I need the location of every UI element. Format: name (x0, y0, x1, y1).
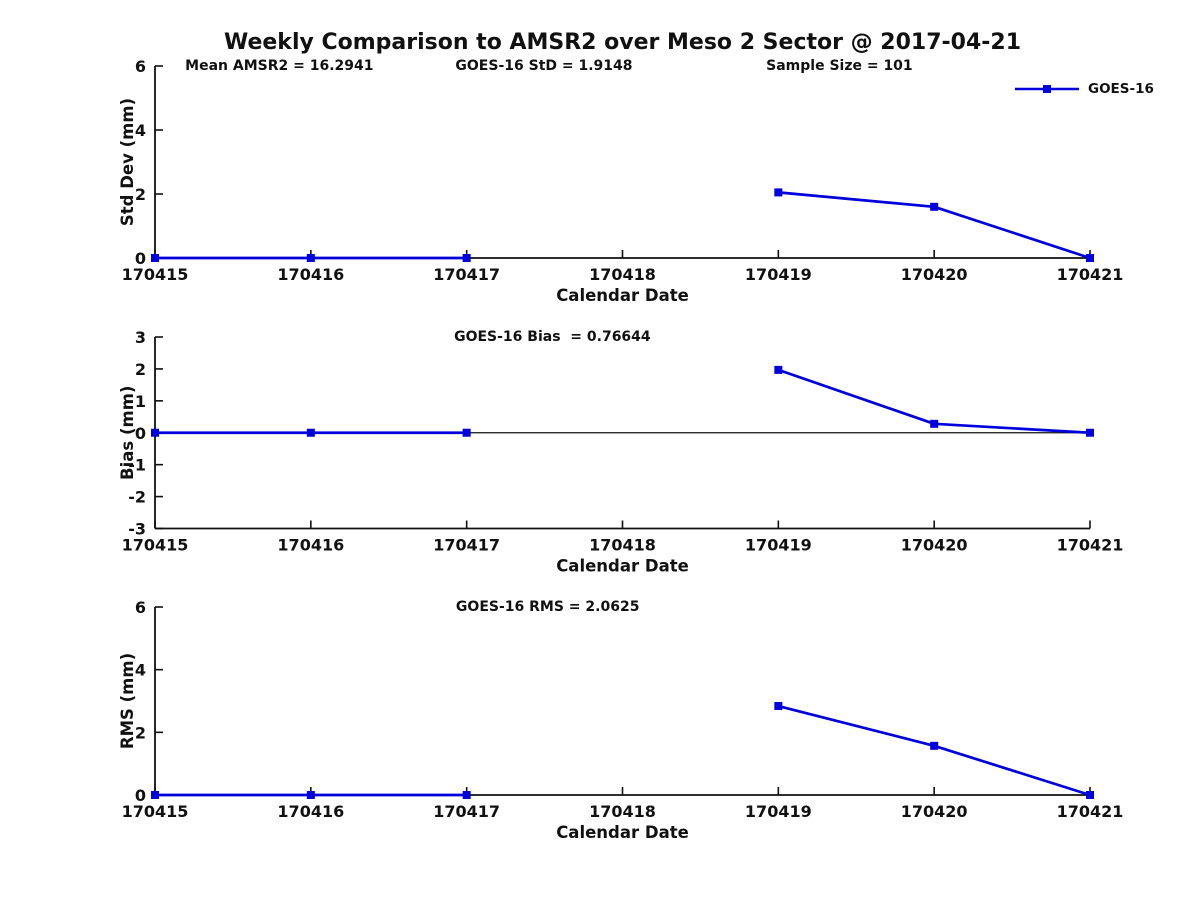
data-marker (930, 419, 939, 428)
y-tick-label: 0 (135, 424, 146, 443)
legend: GOES-16 (1015, 81, 1154, 97)
y-tick-label: 2 (135, 185, 146, 204)
data-marker (1086, 428, 1094, 437)
y-tick-label: -1 (128, 456, 146, 475)
plot-annotation: Mean AMSR2 = 16.2941 (185, 58, 374, 74)
data-marker (306, 791, 315, 799)
x-tick-label: 170417 (433, 802, 500, 821)
legend-line-marker-icon (1015, 85, 1079, 93)
x-tick-label: 170415 (122, 265, 189, 284)
data-marker (306, 428, 315, 437)
chart-title: Weekly Comparison to AMSR2 over Meso 2 S… (223, 30, 1022, 55)
data-marker (930, 202, 939, 211)
x-tick-label: 170419 (745, 536, 812, 555)
x-axis-label: Calendar Date (556, 557, 689, 576)
x-tick-label: 170416 (277, 536, 344, 555)
y-tick-label: -3 (128, 520, 146, 539)
subplot-rms: 0 2 4 6 170415 170416 170417 170418 170419 170420… (118, 598, 1124, 842)
x-tick-label: 170421 (1057, 802, 1124, 821)
data-marker (462, 254, 471, 262)
x-tick-label: 170421 (1057, 536, 1124, 555)
x-tick-label: 170418 (589, 265, 656, 284)
y-tick-label: 1 (135, 392, 146, 411)
y-tick-label: 4 (135, 661, 146, 680)
subplot-std-dev: 0 2 4 6 170415 170416 170417 170418 170419 170420… (118, 57, 1124, 305)
y-tick-label: 6 (135, 57, 146, 76)
y-tick-label: 4 (135, 121, 146, 140)
data-line (778, 191, 1091, 260)
y-tick-label: 6 (135, 598, 146, 617)
x-tick-label: 170419 (745, 265, 812, 284)
y-tick-label: 2 (135, 723, 146, 742)
x-tick-label: 170420 (901, 536, 968, 555)
x-axis-label: Calendar Date (556, 286, 689, 305)
x-tick-label: 170417 (433, 536, 500, 555)
data-marker (151, 791, 159, 799)
data-marker (151, 254, 159, 262)
data-marker (1086, 791, 1094, 799)
data-marker (774, 702, 783, 711)
x-tick-label: 170418 (589, 536, 656, 555)
y-axis-label: RMS (mm) (118, 653, 137, 749)
x-tick-label: 170415 (122, 536, 189, 555)
subplot-bias: -3 -2 -1 0 1 2 3 170415 170416 170417 170418 170419… (118, 328, 1124, 576)
data-marker (462, 428, 471, 437)
data-marker (462, 791, 471, 799)
x-tick-label: 170417 (433, 265, 500, 284)
x-tick-label: 170420 (901, 265, 968, 284)
x-tick-label: 170421 (1057, 265, 1124, 284)
y-tick-label: 3 (135, 328, 146, 347)
data-marker (151, 428, 159, 437)
x-tick-label: 170418 (589, 802, 656, 821)
data-marker (774, 365, 783, 374)
x-tick-label: 170419 (745, 802, 812, 821)
y-tick-label: 0 (135, 786, 146, 805)
y-tick-label: 2 (135, 360, 146, 379)
x-tick-label: 170415 (122, 802, 189, 821)
plot-annotation: Sample Size = 101 (766, 58, 913, 74)
plot-annotation: GOES-16 Bias = 0.76644 (454, 329, 651, 345)
x-tick-label: 170416 (277, 802, 344, 821)
x-tick-label: 170416 (277, 265, 344, 284)
y-tick-label: 0 (135, 249, 146, 268)
y-axis-label: Bias (mm) (118, 386, 137, 480)
data-marker (930, 741, 939, 750)
x-tick-label: 170420 (901, 802, 968, 821)
plot-annotation: GOES-16 RMS = 2.0625 (455, 599, 640, 615)
data-marker (1086, 254, 1094, 262)
plot-annotation: GOES-16 StD = 1.9148 (455, 58, 633, 74)
legend-label: GOES-16 (1088, 81, 1154, 97)
data-marker (774, 188, 783, 197)
data-line (777, 704, 1091, 797)
y-axis-label: Std Dev (mm) (118, 98, 137, 226)
x-axis-label: Calendar Date (556, 823, 689, 842)
data-marker (306, 254, 315, 262)
y-tick-label: -2 (128, 488, 146, 507)
